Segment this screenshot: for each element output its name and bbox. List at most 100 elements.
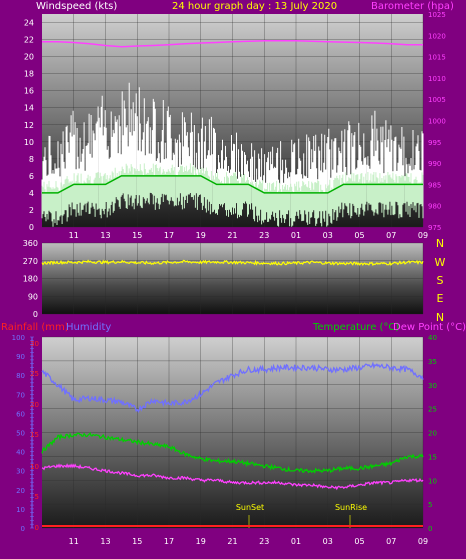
x-tick-label-bottom: 23	[259, 537, 269, 546]
temp-tick-label: 35	[428, 358, 437, 366]
x-tick-label-bottom: 05	[354, 537, 364, 546]
wind-tick-label: 0	[29, 223, 34, 232]
humidity-series	[41, 361, 424, 413]
x-tick-label-bottom: 09	[418, 537, 428, 546]
rain-tick-label: 30	[30, 340, 39, 348]
baro-tick-label: 1015	[428, 54, 446, 62]
wind-tick-label: 4	[29, 189, 34, 198]
x-tick-label: 03	[323, 231, 333, 240]
x-tick-label-bottom: 01	[291, 537, 301, 546]
humidity-tick-label: 100	[12, 334, 25, 342]
x-tick-label: 13	[100, 231, 110, 240]
wind-tick-label: 14	[24, 104, 34, 113]
humidity-tick-label: 90	[16, 353, 25, 361]
baro-tick-label: 980	[428, 203, 441, 211]
rain-axis-title: Rainfall (mm)	[1, 322, 69, 333]
chart-title: 24 hour graph day : 13 July 2020	[172, 1, 337, 12]
baro-axis-title: Barometer (hpa)	[371, 1, 454, 12]
humidity-tick-label: 60	[16, 410, 25, 418]
rain-tick-label: 5	[35, 493, 39, 501]
compass-label: N	[436, 311, 444, 324]
x-tick-label-bottom: 17	[164, 537, 174, 546]
baro-tick-label: 995	[428, 139, 441, 147]
compass-label: W	[435, 256, 446, 269]
direction-tick-label: 270	[23, 257, 38, 266]
wind-tick-label: 22	[24, 36, 34, 45]
baro-tick-label: 990	[428, 160, 441, 168]
humidity-tick-label: 20	[16, 487, 25, 495]
temp-tick-label: 10	[428, 477, 437, 485]
average-line	[42, 175, 423, 194]
baro-tick-label: 1020	[428, 32, 446, 40]
compass-label: N	[436, 237, 444, 250]
direction-tick-label: 180	[23, 275, 38, 284]
wind-tick-label: 16	[24, 87, 34, 96]
wind-tick-label: 10	[24, 138, 34, 147]
wind-tick-label: 8	[29, 155, 34, 164]
humidity-tick-label: 70	[16, 391, 25, 399]
direction-series	[41, 259, 424, 267]
humidity-tick-label: 40	[16, 449, 25, 457]
temperature-series	[41, 431, 424, 474]
baro-tick-label: 1010	[428, 75, 446, 83]
x-tick-label: 19	[196, 231, 206, 240]
temp-tick-label: 15	[428, 453, 437, 461]
x-tick-label-bottom: 03	[323, 537, 333, 546]
direction-tick-label: 360	[23, 239, 38, 248]
temp-tick-label: 25	[428, 406, 437, 414]
wind-tick-label: 12	[24, 121, 34, 130]
direction-tick-label: 90	[28, 292, 38, 301]
temp-tick-label: 5	[428, 501, 432, 509]
x-tick-label-bottom: 15	[132, 537, 142, 546]
compass-label: E	[437, 292, 444, 305]
x-tick-label: 01	[291, 231, 301, 240]
dewpoint-axis-title: Dew Point (°C)	[393, 322, 466, 333]
wind-tick-label: 24	[24, 19, 34, 28]
x-tick-label-bottom: 07	[386, 537, 396, 546]
humidity-axis-title: Humidity	[66, 322, 111, 333]
rain-tick-label: 15	[30, 431, 39, 439]
wind-tick-label: 2	[29, 206, 34, 215]
x-tick-label: 05	[354, 231, 364, 240]
baro-tick-label: 1005	[428, 96, 446, 104]
rain-tick-label: 10	[30, 463, 39, 471]
humidity-tick-label: 50	[16, 430, 25, 438]
x-tick-label: 21	[227, 231, 237, 240]
temp-tick-label: 20	[428, 430, 437, 438]
baro-tick-label: 1000	[428, 118, 446, 126]
rain-tick-label: 0	[35, 524, 39, 532]
sunset-label: SunSet	[236, 503, 264, 512]
humidity-tick-label: 30	[16, 468, 25, 476]
wind-axis-title: Windspeed (kts)	[36, 1, 117, 12]
baro-tick-label: 1025	[428, 11, 446, 19]
x-tick-label-bottom: 13	[100, 537, 110, 546]
wind-tick-label: 18	[24, 70, 34, 79]
x-tick-label: 23	[259, 231, 269, 240]
barometer-series	[42, 40, 423, 48]
compass-label: S	[437, 274, 444, 287]
temp-tick-label: 40	[428, 334, 437, 342]
x-tick-label-bottom: 11	[69, 537, 79, 546]
x-tick-label: 17	[164, 231, 174, 240]
wind-tick-label: 6	[29, 172, 34, 181]
x-tick-label-bottom: 19	[196, 537, 206, 546]
temp-axis-title: Temperature (°C)	[312, 322, 399, 333]
sunrise-label: SunRise	[335, 503, 367, 512]
x-tick-label: 09	[418, 231, 428, 240]
temp-tick-label: 0	[428, 525, 432, 533]
baro-tick-label: 985	[428, 181, 441, 189]
humidity-tick-label: 0	[21, 525, 25, 533]
baro-tick-label: 975	[428, 224, 441, 232]
wind-tick-label: 20	[24, 53, 34, 62]
temp-tick-label: 30	[428, 382, 437, 390]
dewpoint-series	[41, 463, 424, 491]
humidity-tick-label: 10	[16, 506, 25, 514]
humidity-tick-label: 80	[16, 372, 25, 380]
rain-tick-label: 25	[30, 370, 39, 378]
x-tick-label: 15	[132, 231, 142, 240]
x-tick-label: 11	[69, 231, 79, 240]
x-tick-label: 07	[386, 231, 396, 240]
average-series	[41, 163, 424, 227]
